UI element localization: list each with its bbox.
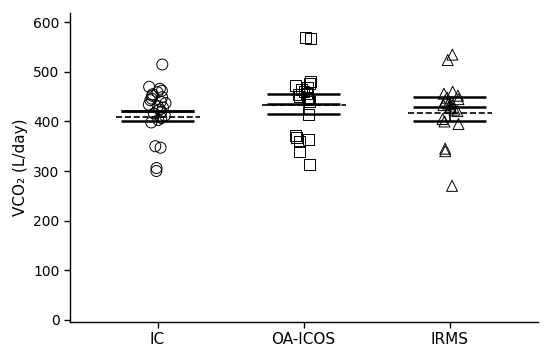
Point	[158, 94, 167, 100]
Point	[302, 85, 311, 91]
Point	[306, 161, 315, 167]
Point	[157, 109, 166, 114]
Point	[153, 103, 162, 109]
Point	[293, 134, 301, 140]
Point	[448, 89, 457, 95]
Point	[304, 111, 313, 117]
Point	[295, 93, 304, 99]
Point	[153, 89, 162, 95]
Point	[446, 104, 455, 109]
Point	[147, 120, 156, 125]
Point	[145, 84, 153, 90]
Point	[158, 105, 167, 111]
Point	[157, 88, 166, 94]
Point	[448, 52, 456, 58]
Point	[302, 90, 311, 96]
Point	[450, 107, 459, 112]
Point	[443, 57, 452, 63]
Point	[306, 36, 315, 42]
Point	[145, 102, 153, 108]
Point	[303, 95, 312, 100]
Point	[295, 148, 304, 154]
Point	[453, 108, 462, 114]
Point	[446, 105, 454, 111]
Point	[300, 89, 309, 95]
Point	[448, 183, 456, 189]
Point	[156, 99, 165, 104]
Point	[154, 117, 163, 123]
Point	[150, 111, 158, 116]
Point	[454, 96, 463, 102]
Point	[305, 81, 314, 87]
Point	[156, 86, 164, 92]
Point	[444, 101, 453, 107]
Point	[156, 145, 165, 150]
Point	[294, 92, 302, 98]
Point	[297, 87, 306, 93]
Point	[161, 113, 169, 118]
Point	[447, 99, 456, 105]
Point	[441, 148, 450, 154]
Point	[304, 97, 313, 103]
Point	[301, 35, 310, 40]
Point	[454, 121, 463, 127]
Point	[306, 79, 315, 85]
Point	[454, 93, 463, 99]
Point	[439, 102, 448, 108]
Point	[291, 83, 300, 89]
Point	[155, 107, 164, 112]
Point	[440, 118, 449, 124]
Point	[147, 96, 156, 102]
Point	[291, 132, 300, 138]
Point	[152, 168, 161, 174]
Point	[304, 136, 312, 142]
Point	[443, 95, 452, 100]
Point	[305, 99, 314, 104]
Point	[146, 97, 155, 103]
Point	[161, 100, 170, 106]
Point	[441, 98, 449, 104]
Point	[295, 138, 304, 144]
Point	[441, 146, 449, 152]
Point	[158, 62, 167, 67]
Point	[151, 143, 160, 149]
Point	[152, 165, 161, 171]
Point	[148, 93, 157, 99]
Point	[148, 91, 157, 97]
Point	[157, 115, 166, 121]
Y-axis label: VCO₂ (L/day): VCO₂ (L/day)	[13, 118, 28, 216]
Point	[439, 91, 448, 96]
Point	[438, 116, 447, 122]
